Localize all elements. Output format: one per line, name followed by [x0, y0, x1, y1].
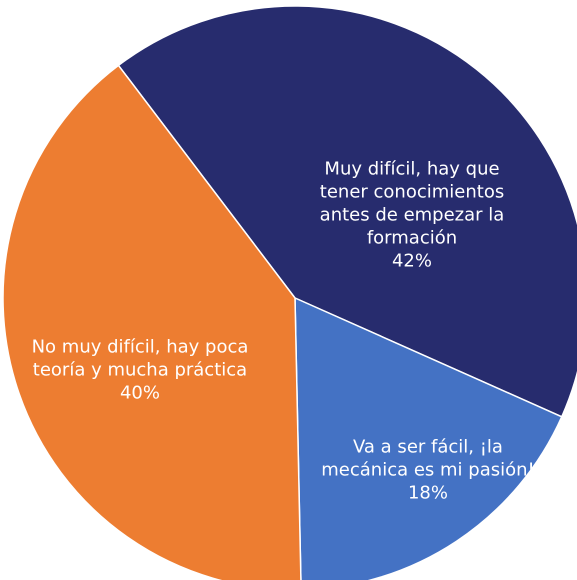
category-label: No muy difícil, hay poca teoría y mucha … — [31, 336, 249, 381]
category-label: Muy difícil, hay que tener conocimientos… — [319, 158, 505, 249]
pie-slice — [117, 5, 577, 418]
value-label: 40% — [119, 382, 160, 404]
pie-slice — [294, 296, 563, 580]
slice-label: Va a ser fácil, ¡la mecánica es mi pasió… — [318, 436, 538, 505]
category-label: Va a ser fácil, ¡la mecánica es mi pasió… — [321, 436, 535, 481]
slice-label: No muy difícil, hay poca teoría y mucha … — [20, 336, 260, 405]
pie-slice — [2, 64, 302, 580]
slice-label: Muy difícil, hay que tener conocimientos… — [312, 158, 512, 273]
value-label: 42% — [391, 250, 432, 272]
value-label: 18% — [407, 482, 448, 504]
